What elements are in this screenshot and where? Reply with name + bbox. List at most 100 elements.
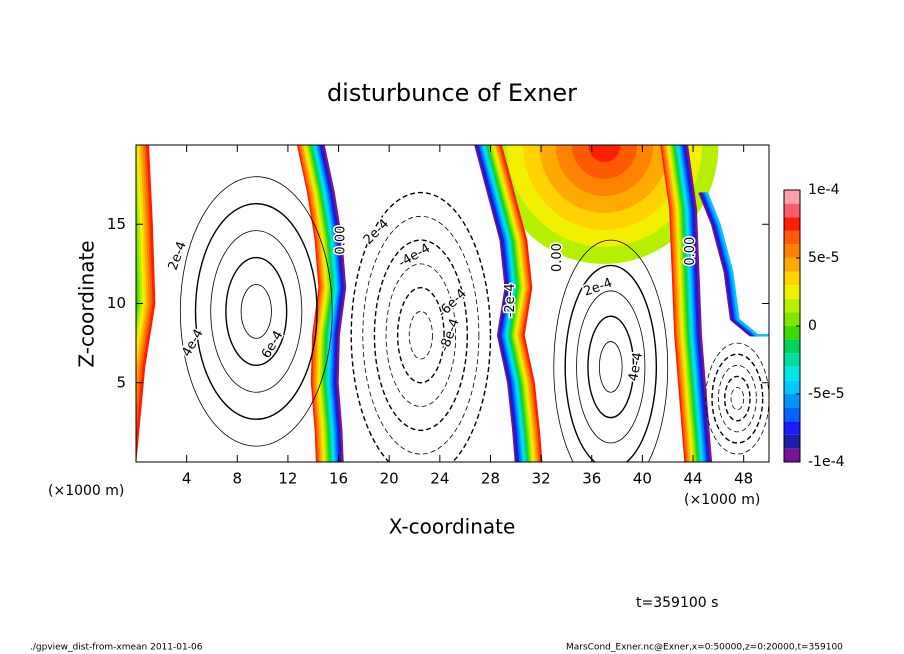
x-unit-label: (×1000 m) — [48, 483, 124, 499]
contour-label: 0.00 — [683, 237, 698, 266]
colorbar-cell — [784, 380, 800, 394]
contour-line — [723, 375, 751, 422]
contour-band — [673, 145, 701, 462]
contour-band — [316, 145, 341, 462]
contour-band — [678, 145, 705, 462]
contour-band — [474, 145, 517, 462]
colorbar-cell — [784, 271, 800, 286]
x-tick-label: 28 — [481, 470, 500, 488]
contour-band — [478, 145, 522, 462]
contour-band — [322, 145, 347, 462]
x-tick-label: 20 — [380, 470, 399, 488]
contour-line — [350, 191, 492, 462]
x-tick-label: 4 — [182, 470, 192, 488]
contour-label: -8e-4 — [437, 317, 463, 354]
contour-line — [210, 230, 303, 393]
contour-band — [311, 145, 336, 462]
contour-line — [564, 264, 658, 462]
colorbar-cell — [784, 434, 800, 449]
contour-band — [679, 145, 707, 462]
y-tick-label: 5 — [116, 373, 126, 391]
contour-band — [685, 145, 713, 462]
colorbar-cell — [784, 258, 800, 272]
contour-band — [136, 145, 150, 403]
contour-band — [484, 145, 528, 462]
contour-band — [475, 145, 519, 462]
contour-band — [308, 145, 333, 462]
contour-fill — [588, 145, 621, 162]
contour-line — [553, 239, 669, 462]
contour-band — [498, 145, 541, 462]
x-tick-label: 12 — [278, 470, 297, 488]
contour-band — [301, 145, 326, 462]
contour-band — [660, 145, 687, 462]
contour-line — [408, 311, 433, 360]
colorbar-cell — [784, 244, 800, 258]
contour-line — [194, 202, 318, 420]
contour-band — [136, 145, 146, 363]
contour-band — [304, 145, 329, 462]
contour-label: 2e-4 — [166, 240, 190, 273]
colorbar-cell — [784, 394, 800, 408]
contour-band — [302, 145, 327, 462]
colorbar-cell — [784, 190, 800, 204]
contour-band — [305, 145, 330, 462]
chart-title: disturbunce of Exner — [327, 79, 577, 107]
contour-line — [396, 286, 445, 384]
y-tick-label: 15 — [107, 215, 126, 233]
contour-band — [670, 145, 698, 462]
contour-line — [179, 176, 333, 447]
y-axis-label: Z-coordinate — [75, 240, 99, 367]
time-label: t=359100 s — [636, 595, 718, 611]
contour-line — [705, 342, 769, 455]
colorbar-tick-label: 1e-4 — [808, 182, 840, 198]
contour-band — [666, 145, 693, 462]
contour-band — [664, 145, 692, 462]
contour-label: 2e-4 — [361, 217, 392, 248]
x-tick-label: 24 — [430, 470, 449, 488]
contour-band — [319, 145, 344, 462]
contour-line — [362, 215, 480, 455]
contour-band — [672, 145, 699, 462]
contour-band — [313, 145, 338, 462]
contour-line — [225, 256, 288, 367]
contour-band — [499, 145, 543, 462]
colorbar-tick-label: -1e-4 — [808, 454, 845, 470]
colorbar-cell — [784, 326, 800, 340]
contour-band — [705, 192, 769, 337]
footer-left: ./gpview_dist-from-xmean 2011-01-06 — [30, 643, 203, 653]
x-tick-label: 44 — [683, 470, 702, 488]
contour-band — [489, 145, 532, 462]
colorbar-tick-label: -5e-5 — [808, 386, 845, 402]
contour-band — [684, 145, 711, 462]
contour-band — [486, 145, 529, 462]
x-tick-label: 16 — [329, 470, 348, 488]
contour-band — [663, 145, 690, 462]
contour-line — [240, 284, 272, 339]
colorbar-tick-label: 5e-5 — [808, 250, 839, 266]
x-tick-label: 40 — [633, 470, 652, 488]
contour-band — [490, 145, 534, 462]
x-tick-label: 36 — [582, 470, 601, 488]
contour-band — [493, 145, 537, 462]
contour-label: 4e-4 — [179, 327, 207, 360]
contour-band — [682, 145, 710, 462]
colorbar-cell — [784, 448, 800, 462]
contour-line — [711, 353, 764, 444]
contour-label: -2e-4 — [503, 283, 518, 317]
contour-band — [320, 145, 345, 462]
contour-label: 0.00 — [550, 243, 565, 272]
contour-band — [496, 145, 540, 462]
contour-line — [717, 364, 757, 433]
colorbar-cell — [784, 353, 800, 367]
contour-band — [667, 145, 695, 462]
contour-band — [314, 145, 339, 462]
contour-line — [373, 239, 468, 432]
contour-band — [298, 145, 323, 462]
contour-band — [681, 145, 708, 462]
contour-label: 0.00 — [334, 226, 349, 255]
colorbar-cell — [784, 230, 800, 245]
contour-band — [136, 145, 148, 381]
